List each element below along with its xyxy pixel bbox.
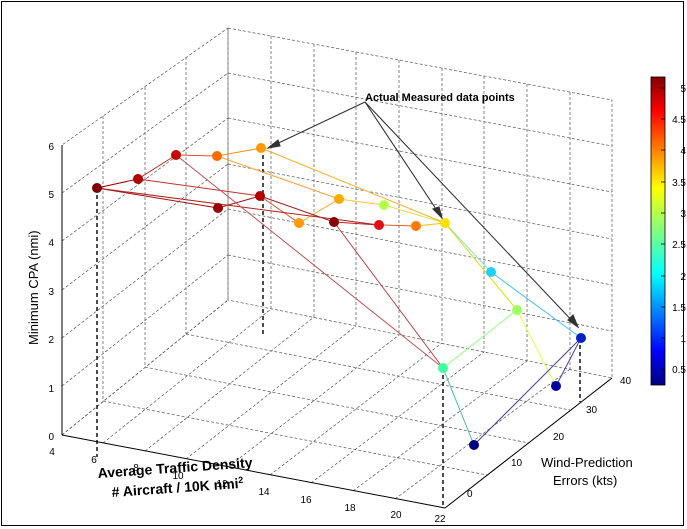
connecting-line [490, 271, 582, 339]
data-point [294, 218, 304, 228]
colorbar [650, 76, 666, 386]
colorbar-tick-label: 5 [680, 84, 686, 95]
data-point [576, 333, 586, 343]
y-axis-label-line1: Wind-Prediction [541, 455, 633, 470]
x-tick-labels: 4 6 8 10 12 14 16 18 20 22 [49, 447, 446, 525]
y-tick-label: 10 [511, 458, 523, 469]
data-point [379, 200, 389, 210]
connecting-line [442, 367, 475, 446]
left-wall-grid [61, 27, 229, 436]
z-tick-label: 6 [48, 142, 54, 153]
data-point [171, 150, 181, 160]
x-tick-label: 6 [91, 455, 97, 466]
data-point [256, 143, 266, 153]
connecting-line [217, 195, 261, 209]
y-axis-label-line2: Errors (kts) [553, 473, 617, 488]
y-tick-label: 0 [467, 489, 473, 500]
data-point [92, 183, 102, 193]
colorbar-tick-label: 1 [680, 334, 686, 345]
connecting-line [175, 154, 444, 369]
connecting-line [442, 309, 518, 369]
data-point [551, 381, 561, 391]
colorbar-tick-labels: 0.5 1 1.5 2 2.5 3 3.5 4 4.5 5 [672, 84, 686, 376]
y-tick-label: 30 [586, 405, 598, 416]
z-axis-label: Minimum CPA (nmi) [26, 230, 41, 345]
y-tick-label: 20 [553, 432, 565, 443]
connecting-line [259, 195, 300, 224]
colorbar-tick-label: 0.5 [672, 365, 686, 376]
connecting-line [383, 204, 446, 224]
connecting-line [516, 309, 557, 387]
colorbar-tick-label: 2.5 [672, 240, 686, 251]
data-point [486, 267, 496, 277]
z-tick-label: 5 [48, 190, 54, 201]
data-point [512, 305, 522, 315]
connecting-line [338, 198, 385, 206]
data-point [334, 194, 344, 204]
z-tick-label: 0 [48, 432, 54, 443]
connecting-line [96, 178, 139, 189]
y-tick-label: 40 [620, 376, 632, 387]
connecting-line [175, 154, 218, 157]
data-point [440, 218, 450, 228]
back-wall-grid [227, 27, 613, 379]
x-tick-label: 8 [133, 463, 139, 474]
connecting-line [378, 224, 417, 227]
data-point [469, 440, 479, 450]
colorbar-tick-label: 1.5 [672, 303, 686, 314]
z-tick-label: 3 [48, 287, 54, 298]
drop-lines [96, 148, 581, 505]
colorbar-tick-label: 4 [680, 146, 686, 157]
connecting-line [473, 337, 582, 446]
data-lines [96, 147, 582, 446]
z-tick-label: 2 [48, 335, 54, 346]
y-tick-labels: 0 10 20 30 40 [467, 376, 632, 500]
data-point [133, 174, 143, 184]
data-point [411, 221, 421, 231]
connecting-line [555, 337, 582, 387]
connecting-line [137, 178, 261, 197]
connecting-line [260, 147, 446, 224]
z-tick-labels: 0 1 2 3 4 5 6 [48, 142, 54, 443]
data-point [329, 217, 339, 227]
colorbar-tick-label: 3 [680, 209, 686, 220]
x-tick-label: 20 [390, 510, 402, 521]
data-point [374, 220, 384, 230]
z-tick-label: 1 [48, 384, 54, 395]
annotation-label: Actual Measured data points [365, 92, 515, 104]
data-point [255, 191, 265, 201]
x-axis-label-line2-text: # Aircraft / 10K nmi [111, 475, 239, 500]
colorbar-tick-label: 3.5 [672, 178, 686, 189]
colorbar-ticks [661, 87, 665, 370]
x-tick-label: 4 [49, 447, 55, 458]
annotation-arrows [266, 101, 580, 329]
connecting-line [96, 187, 219, 209]
connecting-line [137, 154, 177, 180]
data-point [438, 363, 448, 373]
x-tick-label: 18 [344, 503, 356, 514]
z-tick-label: 4 [48, 238, 54, 249]
connecting-line [216, 155, 340, 200]
colorbar-tick-label: 4.5 [672, 115, 686, 126]
axis-edges [61, 145, 613, 509]
connecting-line [298, 198, 340, 224]
x-tick-label: 16 [300, 495, 312, 506]
x-tick-label: 22 [434, 514, 446, 525]
connecting-line [444, 222, 518, 311]
colorbar-tick-label: 2 [680, 272, 686, 283]
data-point [212, 151, 222, 161]
connecting-line [444, 222, 492, 273]
x-tick-label: 10 [172, 471, 184, 482]
x-tick-label: 12 [216, 479, 228, 490]
x-tick-label: 14 [258, 487, 270, 498]
data-point [213, 203, 223, 213]
data-points [92, 143, 586, 450]
connecting-line [216, 147, 262, 157]
connecting-line [333, 221, 444, 369]
x-axis-label-superscript: 2 [238, 475, 244, 485]
